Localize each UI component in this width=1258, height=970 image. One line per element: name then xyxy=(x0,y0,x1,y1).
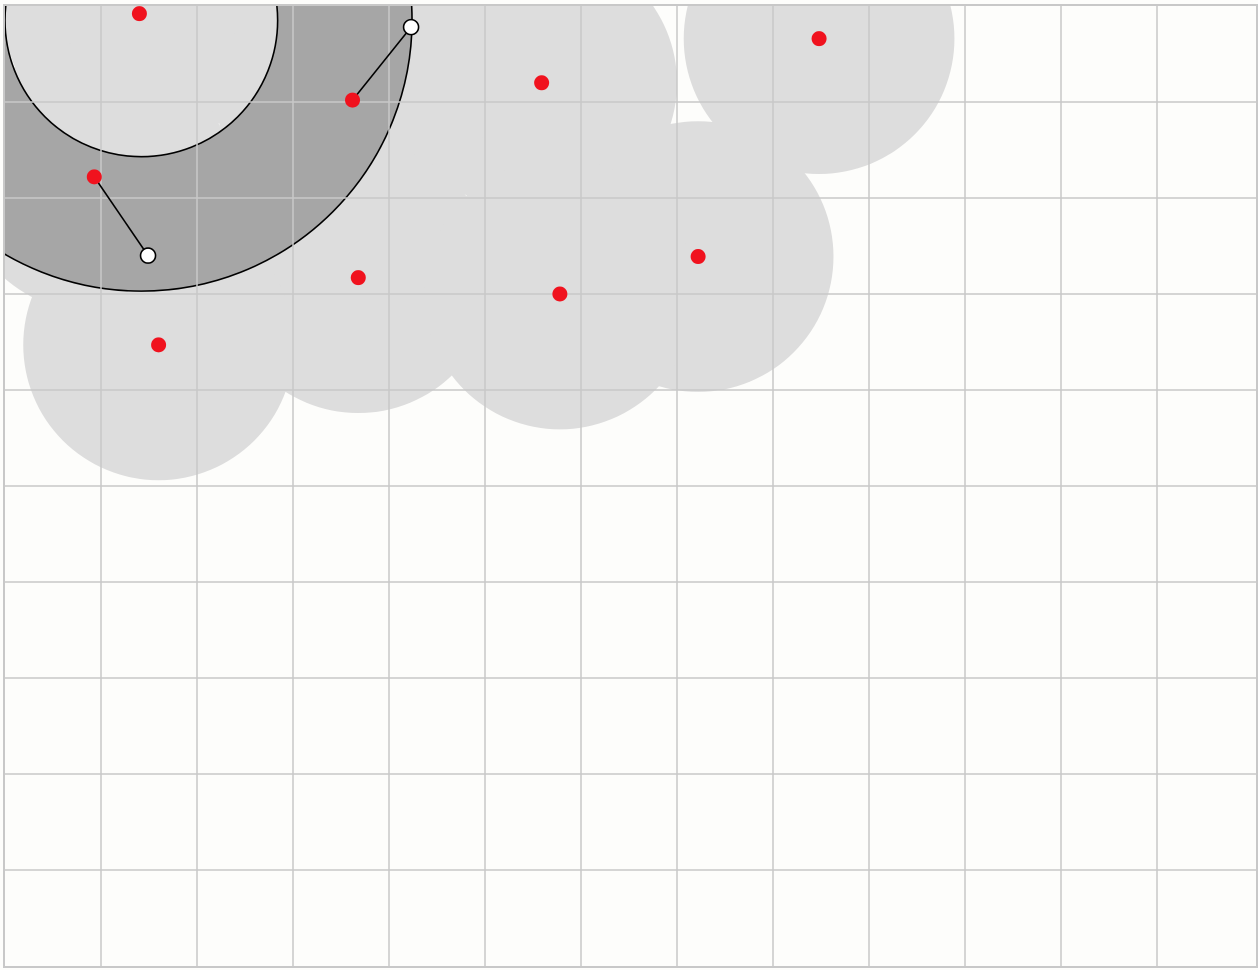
drag-handle[interactable] xyxy=(404,20,419,35)
data-point[interactable] xyxy=(87,169,102,184)
data-point[interactable] xyxy=(691,249,706,264)
drag-handle[interactable] xyxy=(141,248,156,263)
data-point[interactable] xyxy=(351,270,366,285)
data-point[interactable] xyxy=(132,6,147,21)
data-point[interactable] xyxy=(345,93,360,108)
data-point[interactable] xyxy=(534,75,549,90)
data-point[interactable] xyxy=(552,287,567,302)
data-point[interactable] xyxy=(151,337,166,352)
data-point[interactable] xyxy=(812,31,827,46)
